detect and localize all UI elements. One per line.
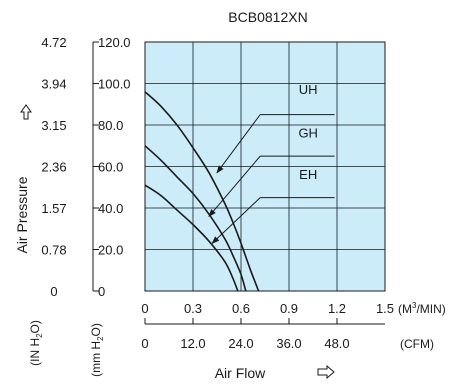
inh2o-tick-label: 3.94	[41, 77, 66, 92]
inh2o-tick-label: 0	[50, 284, 57, 299]
curve-label-uh: UH	[299, 82, 318, 97]
curve-uh	[144, 91, 260, 292]
m3min-tick-label: 0.6	[232, 301, 250, 316]
inh2o-tick-label: 3.15	[41, 118, 66, 133]
cfm-tick-label: 48.0	[324, 336, 349, 351]
mmh2o-unit-label: (mm H2O)	[89, 323, 105, 377]
right-arrow-icon	[317, 364, 335, 380]
mmh2o-tick-label: 80.0	[98, 118, 123, 133]
mmh2o-tick-label: 60.0	[98, 160, 123, 175]
cfm-tick-label: 36.0	[276, 336, 301, 351]
mmh2o-tick-label: 120.0	[98, 35, 131, 50]
curve-label-gh: GH	[298, 125, 318, 140]
mmh2o-tick-label: 20.0	[98, 243, 123, 258]
inh2o-tick-label: 2.36	[41, 160, 66, 175]
cfm-tick-label: 12.0	[180, 336, 205, 351]
leader-arrow	[211, 197, 261, 244]
cfm-tick-label: 24.0	[228, 336, 253, 351]
inh2o-tick-label: 0.78	[41, 243, 66, 258]
mmh2o-tick-labels: 0 20.0 40.0 60.0 80.0 100.0 120.0	[93, 35, 131, 299]
leader-arrow	[216, 114, 261, 174]
leader-arrow	[208, 155, 261, 218]
curve-eh	[144, 184, 239, 292]
cfm-tick-labels: 0 12.0 24.0 36.0 48.0	[141, 318, 350, 351]
inh2o-tick-label: 1.57	[41, 201, 66, 216]
cfm-unit-label: (CFM)	[400, 337, 434, 351]
up-arrow-icon	[20, 104, 32, 120]
mmh2o-tick-label: 40.0	[98, 201, 123, 216]
inh2o-tick-label: 4.72	[41, 35, 66, 50]
m3min-tick-label: 1.5	[376, 301, 394, 316]
x-axis-title: Air Flow	[215, 365, 266, 381]
mmh2o-tick-label: 100.0	[98, 77, 131, 92]
m3min-tick-label: 0.9	[280, 301, 298, 316]
y-axis-title: Air Pressure	[14, 176, 30, 253]
cfm-tick-label: 0	[141, 336, 148, 351]
curve-label-eh: EH	[299, 167, 317, 182]
chart-title: BCB0812XN	[228, 9, 307, 25]
curve-annotations: UH GH EH	[208, 82, 335, 244]
m3min-tick-label: 0	[141, 301, 148, 316]
m3min-unit-label: (M3/MIN)	[398, 301, 446, 316]
m3min-tick-labels: 0 0.3 0.6 0.9 1.2 1.5	[141, 301, 394, 316]
m3min-tick-label: 1.2	[328, 301, 346, 316]
grid-lines	[145, 42, 385, 291]
mmh2o-tick-label: 0	[98, 284, 105, 299]
inh2o-tick-labels: 0 0.78 1.57 2.36 3.15 3.94 4.72	[41, 35, 66, 299]
m3min-tick-label: 0.3	[184, 301, 202, 316]
inh2o-unit-label: (IN H2O)	[28, 320, 44, 366]
